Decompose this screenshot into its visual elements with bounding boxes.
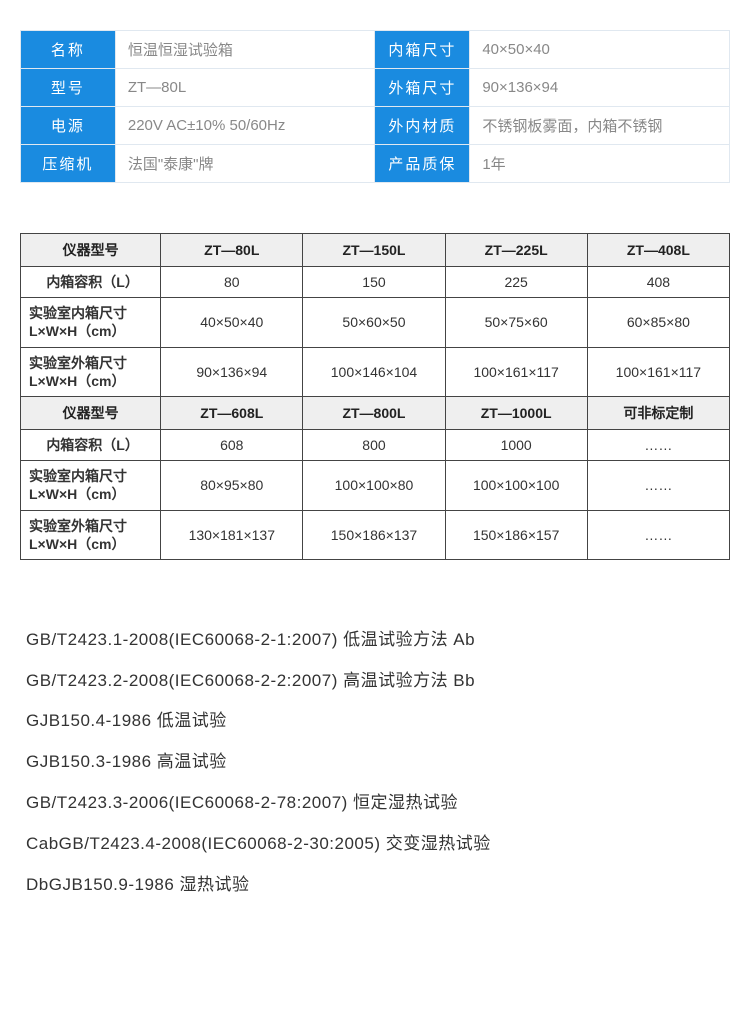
spec-label: 外内材质 (375, 107, 470, 145)
model-row: 内箱容积（L）6088001000…… (21, 429, 730, 460)
spec-value: 恒温恒湿试验箱 (115, 31, 375, 69)
model-cell: 608 (161, 429, 303, 460)
model-row-header: 实验室外箱尺寸L×W×H（cm） (21, 510, 161, 559)
model-cell: 800 (303, 429, 445, 460)
model-row-header: 实验室外箱尺寸L×W×H（cm） (21, 347, 161, 396)
standard-line: GJB150.3-1986 高温试验 (26, 742, 730, 783)
model-cell: …… (587, 429, 729, 460)
model-cell: 130×181×137 (161, 510, 303, 559)
spec-label: 电源 (21, 107, 116, 145)
model-corner-header: 仪器型号 (21, 234, 161, 267)
model-row: 实验室内箱尺寸L×W×H（cm）80×95×80100×100×80100×10… (21, 461, 730, 510)
model-cell: 60×85×80 (587, 298, 729, 347)
spec-label: 外箱尺寸 (375, 69, 470, 107)
model-col-header: ZT—1000L (445, 396, 587, 429)
model-row: 实验室外箱尺寸L×W×H（cm）90×136×94100×146×104100×… (21, 347, 730, 396)
spec-row: 型号ZT—80L外箱尺寸90×136×94 (21, 69, 730, 107)
model-col-header: ZT—608L (161, 396, 303, 429)
spec-value: 1年 (470, 145, 730, 183)
model-col-header: ZT—150L (303, 234, 445, 267)
model-cell: 100×146×104 (303, 347, 445, 396)
model-col-header: ZT—800L (303, 396, 445, 429)
model-cell: 150 (303, 267, 445, 298)
model-table: 仪器型号ZT—80LZT—150LZT—225LZT—408L内箱容积（L）80… (20, 233, 730, 560)
model-header-row: 仪器型号ZT—80LZT—150LZT—225LZT—408L (21, 234, 730, 267)
spec-value: 法国"泰康"牌 (115, 145, 375, 183)
model-cell: 100×100×100 (445, 461, 587, 510)
model-cell: 225 (445, 267, 587, 298)
standard-line: GB/T2423.1-2008(IEC60068-2-1:2007) 低温试验方… (26, 620, 730, 661)
model-cell: 100×100×80 (303, 461, 445, 510)
model-cell: 90×136×94 (161, 347, 303, 396)
spec-value: 90×136×94 (470, 69, 730, 107)
model-row: 内箱容积（L）80150225408 (21, 267, 730, 298)
spec-row: 压缩机法国"泰康"牌产品质保1年 (21, 145, 730, 183)
model-cell: 80 (161, 267, 303, 298)
spec-label: 型号 (21, 69, 116, 107)
spec-value: ZT—80L (115, 69, 375, 107)
spec-label: 内箱尺寸 (375, 31, 470, 69)
model-cell: 50×75×60 (445, 298, 587, 347)
model-cell: 1000 (445, 429, 587, 460)
standard-line: CabGB/T2423.4-2008(IEC60068-2-30:2005) 交… (26, 824, 730, 865)
model-cell: 150×186×137 (303, 510, 445, 559)
model-cell: 100×161×117 (445, 347, 587, 396)
model-row: 实验室内箱尺寸L×W×H（cm）40×50×4050×60×5050×75×60… (21, 298, 730, 347)
model-cell: 150×186×157 (445, 510, 587, 559)
model-row: 实验室外箱尺寸L×W×H（cm）130×181×137150×186×13715… (21, 510, 730, 559)
model-col-header: ZT—408L (587, 234, 729, 267)
spec-value: 220V AC±10% 50/60Hz (115, 107, 375, 145)
spec-table: 名称恒温恒湿试验箱内箱尺寸40×50×40型号ZT—80L外箱尺寸90×136×… (20, 30, 730, 183)
model-row-header: 内箱容积（L） (21, 267, 161, 298)
spec-label: 名称 (21, 31, 116, 69)
model-corner-header: 仪器型号 (21, 396, 161, 429)
spec-row: 名称恒温恒湿试验箱内箱尺寸40×50×40 (21, 31, 730, 69)
model-cell: 40×50×40 (161, 298, 303, 347)
spec-label: 产品质保 (375, 145, 470, 183)
standard-line: DbGJB150.9-1986 湿热试验 (26, 865, 730, 906)
model-cell: …… (587, 510, 729, 559)
model-row-header: 内箱容积（L） (21, 429, 161, 460)
model-cell: 408 (587, 267, 729, 298)
spec-value: 40×50×40 (470, 31, 730, 69)
model-header-row: 仪器型号ZT—608LZT—800LZT—1000L可非标定制 (21, 396, 730, 429)
model-cell: …… (587, 461, 729, 510)
model-row-header: 实验室内箱尺寸L×W×H（cm） (21, 461, 161, 510)
model-row-header: 实验室内箱尺寸L×W×H（cm） (21, 298, 161, 347)
spec-value: 不锈钢板雾面，内箱不锈钢 (470, 107, 730, 145)
standards-list: GB/T2423.1-2008(IEC60068-2-1:2007) 低温试验方… (20, 620, 730, 906)
standard-line: GB/T2423.3-2006(IEC60068-2-78:2007) 恒定湿热… (26, 783, 730, 824)
standard-line: GJB150.4-1986 低温试验 (26, 701, 730, 742)
model-cell: 100×161×117 (587, 347, 729, 396)
model-col-header: ZT—225L (445, 234, 587, 267)
standard-line: GB/T2423.2-2008(IEC60068-2-2:2007) 高温试验方… (26, 661, 730, 702)
model-cell: 50×60×50 (303, 298, 445, 347)
spec-label: 压缩机 (21, 145, 116, 183)
model-col-header: 可非标定制 (587, 396, 729, 429)
spec-row: 电源220V AC±10% 50/60Hz外内材质不锈钢板雾面，内箱不锈钢 (21, 107, 730, 145)
model-cell: 80×95×80 (161, 461, 303, 510)
model-col-header: ZT—80L (161, 234, 303, 267)
